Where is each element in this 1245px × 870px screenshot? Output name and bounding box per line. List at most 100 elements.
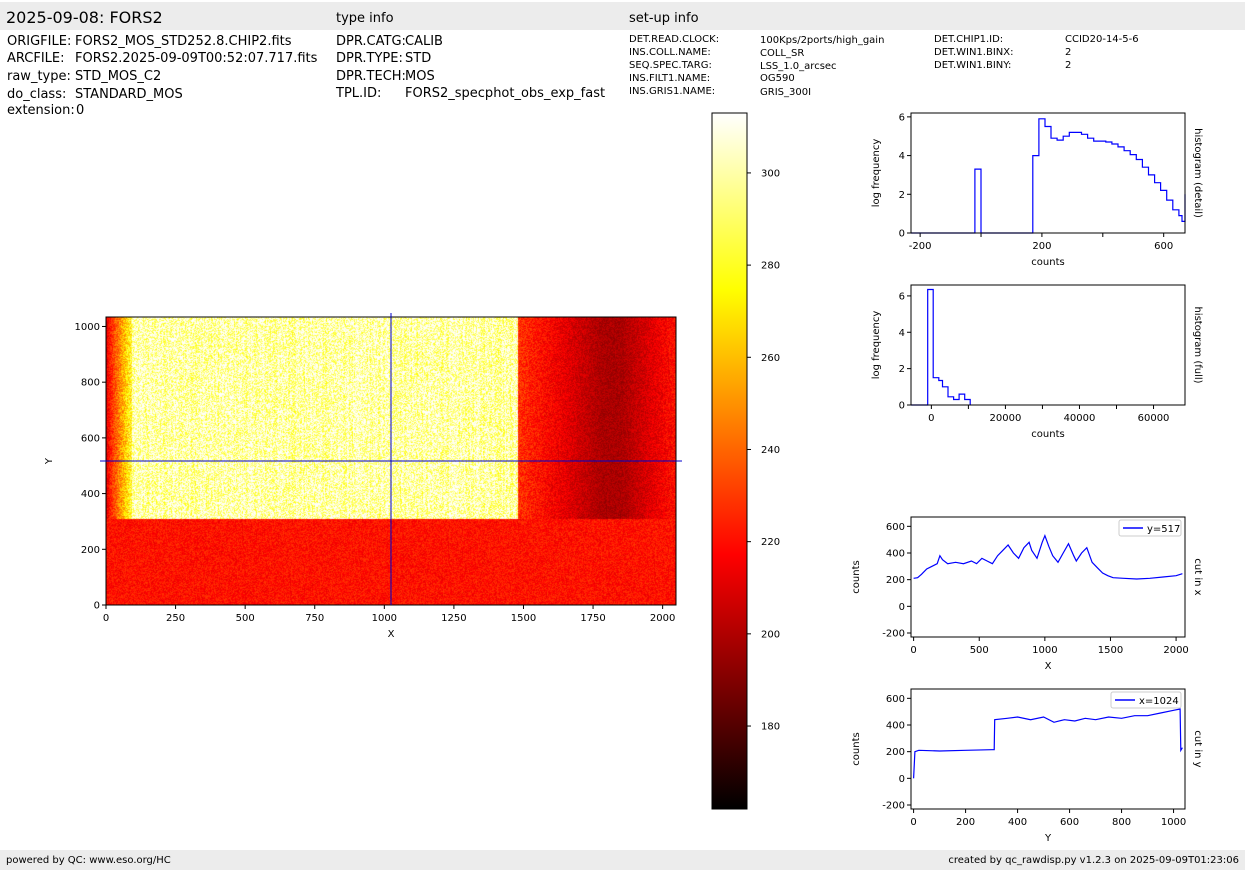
file-info-value: FORS2_MOS_STD252.8.CHIP2.fits <box>75 34 292 49</box>
file-info-value: 0 <box>76 103 85 118</box>
cut-y-line <box>913 708 1183 779</box>
y-tick-label: 1000 <box>75 322 100 333</box>
x-axis-label: Y <box>1044 833 1052 844</box>
type-info-key: DPR.TECH: <box>336 69 406 84</box>
x-axis-label: X <box>388 629 395 640</box>
y-axis-label: Y <box>44 457 55 465</box>
setup-info-key: DET.WIN1.BINY: <box>934 60 1012 71</box>
footer-credit: powered by QC: www.eso.org/HC <box>6 855 171 866</box>
x-tick-label: -200 <box>909 241 932 252</box>
y-tick-label: 2 <box>899 190 905 201</box>
x-tick-label: 1250 <box>441 613 466 624</box>
y-tick-label: 0 <box>94 601 100 612</box>
page-title: 2025-09-08: FORS2 <box>6 8 163 27</box>
x-axis-label: counts <box>1031 257 1064 268</box>
setup-info-heading: set-up info <box>629 11 699 26</box>
y-tick-label: 400 <box>886 549 905 560</box>
plot-side-title: histogram (full) <box>1192 306 1203 383</box>
x-tick-label: 0 <box>103 613 109 624</box>
histogram-full-line <box>911 288 971 406</box>
setup-info-value: 100Kps/2ports/high_gain <box>760 35 885 46</box>
x-tick-label: 400 <box>1008 817 1027 828</box>
y-axis-label: log frequency <box>871 139 882 208</box>
x-tick-label: 60000 <box>1138 413 1170 424</box>
y-tick-label: 2 <box>899 364 905 375</box>
y-tick-label: 800 <box>81 378 100 389</box>
x-tick-label: 750 <box>305 613 324 624</box>
y-tick-label: 0 <box>899 401 905 412</box>
footer-generator: created by qc_rawdisp.py v1.2.3 on 2025-… <box>948 855 1239 866</box>
legend-box <box>1110 691 1182 709</box>
header-band <box>0 2 1245 30</box>
colorbar-tick-label: 240 <box>761 445 780 456</box>
x-tick-label: 40000 <box>1064 413 1096 424</box>
y-tick-label: 6 <box>899 112 905 123</box>
file-info-key: extension: <box>7 103 75 118</box>
legend-label: x=1024 <box>1139 696 1179 707</box>
plot-frame <box>910 112 1186 234</box>
y-axis-label: log frequency <box>871 311 882 380</box>
y-tick-label: 0 <box>899 602 905 613</box>
x-tick-label: 2000 <box>1163 645 1188 656</box>
y-tick-label: 6 <box>899 291 905 302</box>
x-tick-label: 0 <box>910 817 916 828</box>
x-tick-label: 1000 <box>1032 645 1057 656</box>
y-tick-label: 600 <box>886 694 905 705</box>
y-tick-label: 0 <box>899 774 905 785</box>
file-info-key: do_class: <box>7 87 67 102</box>
setup-info-key: SEQ.SPEC.TARG: <box>629 60 712 71</box>
plot-frame <box>910 688 1186 810</box>
x-tick-label: 1000 <box>1161 817 1186 828</box>
x-axis-label: X <box>1045 661 1052 672</box>
x-tick-label: 200 <box>1032 241 1051 252</box>
x-tick-label: 2000 <box>650 613 675 624</box>
colorbar-tick-label: 260 <box>761 353 780 364</box>
x-tick-label: 600 <box>1154 241 1173 252</box>
setup-info-key: DET.CHIP1.ID: <box>934 34 1004 45</box>
x-axis-label: counts <box>1031 429 1064 440</box>
type-info-value: FORS2_specphot_obs_exp_fast <box>405 86 606 101</box>
file-info-value: FORS2.2025-09-09T00:52:07.717.fits <box>75 51 318 66</box>
histogram-detail-line <box>911 118 1186 234</box>
x-tick-label: 1500 <box>1098 645 1123 656</box>
y-tick-label: 600 <box>81 433 100 444</box>
setup-info-value: 2 <box>1065 47 1072 58</box>
x-tick-label: 600 <box>1060 817 1079 828</box>
y-tick-label: 400 <box>81 489 100 500</box>
setup-info-key: INS.GRIS1.NAME: <box>629 86 716 97</box>
x-tick-label: 1000 <box>372 613 397 624</box>
x-tick-label: 800 <box>1112 817 1131 828</box>
plot-side-title: histogram (detail) <box>1192 128 1203 218</box>
y-tick-label: 600 <box>886 522 905 533</box>
colorbar-tick-label: 300 <box>761 168 780 179</box>
footer-band <box>0 850 1245 870</box>
plot-side-title: cut in x <box>1192 558 1203 595</box>
plot-frame <box>910 284 1186 406</box>
type-info-key: DPR.TYPE: <box>336 51 403 66</box>
y-axis-label: counts <box>851 560 862 593</box>
setup-info-key: DET.WIN1.BINX: <box>934 47 1014 58</box>
colorbar-tick-label: 180 <box>761 722 780 733</box>
colorbar-tick-label: 280 <box>761 261 780 272</box>
type-info-value: CALIB <box>405 34 443 49</box>
type-info-heading: type info <box>336 11 394 26</box>
x-tick-label: 1500 <box>511 613 536 624</box>
setup-info-value: 2 <box>1065 60 1072 71</box>
file-info-key: ORIGFILE: <box>7 34 72 49</box>
setup-info-value: CCID20-14-5-6 <box>1065 34 1139 45</box>
y-tick-label: -200 <box>882 629 905 640</box>
type-info-value: MOS <box>405 69 435 84</box>
y-tick-label: 200 <box>886 575 905 586</box>
y-tick-label: 200 <box>886 747 905 758</box>
setup-info-key: DET.READ.CLOCK: <box>629 34 720 45</box>
colorbar-tick-label: 200 <box>761 629 780 640</box>
setup-info-value: LSS_1.0_arcsec <box>760 61 837 72</box>
y-tick-label: -200 <box>882 801 905 812</box>
colorbar-tick-label: 220 <box>761 537 780 548</box>
x-tick-label: 200 <box>956 817 975 828</box>
cut-x-line <box>913 534 1183 580</box>
x-tick-label: 0 <box>928 413 934 424</box>
x-tick-label: 20000 <box>990 413 1022 424</box>
x-tick-label: 500 <box>236 613 255 624</box>
